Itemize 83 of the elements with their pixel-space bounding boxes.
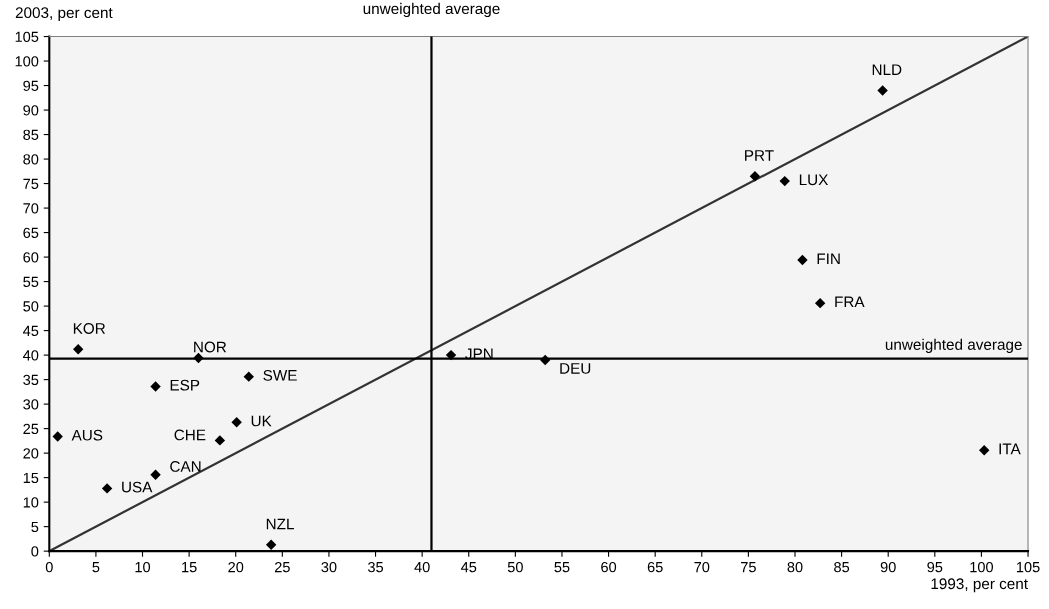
- x-tick-label: 45: [460, 562, 477, 573]
- y-tick-label: 100: [15, 56, 39, 67]
- annotation: CHE: [174, 429, 206, 441]
- y-tick-label: 85: [23, 129, 39, 140]
- annotation: ESP: [170, 379, 200, 391]
- point: [52, 431, 63, 442]
- x-tick-label: 25: [274, 561, 290, 573]
- point: [814, 297, 826, 309]
- point: [445, 349, 457, 361]
- x-tick-label: 5: [92, 562, 100, 573]
- annotation: SWE: [263, 369, 297, 381]
- annotation: AUS: [71, 429, 103, 441]
- y-tick-label: 20: [23, 448, 39, 459]
- annotation: ITA: [999, 443, 1021, 455]
- annotation: CAN: [170, 461, 201, 472]
- x-tick-label: 55: [554, 562, 570, 573]
- annotation: KOR: [73, 323, 106, 334]
- x-tick-label: 50: [507, 561, 523, 573]
- x-tick-label: 30: [321, 561, 337, 573]
- x-tick-label: 80: [787, 561, 803, 573]
- point: [779, 175, 790, 187]
- point: [877, 85, 888, 96]
- x-tick-label: 20: [228, 561, 244, 573]
- x-axis-title: 1993, per cent: [931, 578, 1028, 593]
- x-tick-label: 95: [927, 561, 943, 573]
- x-tick-label: 60: [601, 561, 617, 573]
- x-tick-label: 85: [834, 561, 850, 573]
- point: [749, 171, 761, 182]
- annotation: USA: [122, 481, 153, 493]
- y-tick-label: 30: [23, 399, 39, 410]
- annotation: UK: [251, 415, 272, 427]
- point: [214, 435, 226, 446]
- y-tick-label: 80: [23, 154, 39, 165]
- point: [193, 352, 204, 364]
- y-tick-label: 55: [23, 276, 39, 288]
- point: [243, 371, 254, 382]
- point: [539, 354, 551, 366]
- y-axis-title: 2003, per cent: [15, 7, 113, 22]
- x-tick-label: 70: [694, 561, 710, 573]
- x-tick-label: 75: [741, 562, 756, 573]
- x-tick-label: 10: [135, 561, 151, 573]
- y-tick-label: 35: [23, 374, 39, 386]
- point: [101, 483, 113, 494]
- y-tick-label: 65: [23, 227, 39, 239]
- y-tick-label: 25: [23, 423, 39, 435]
- x-tick-label: 65: [647, 561, 663, 573]
- annotation: NZL: [266, 518, 294, 530]
- y-tick-label: 10: [23, 497, 39, 508]
- point: [231, 417, 242, 428]
- x-tick-label: 40: [414, 561, 430, 573]
- y-tick-label: 5: [31, 521, 39, 533]
- ref-line-label: unweighted average: [885, 338, 1022, 353]
- point: [979, 444, 990, 456]
- annotation: LUX: [799, 174, 829, 186]
- y-tick-label: 60: [23, 252, 39, 263]
- point: [797, 254, 808, 266]
- y-tick-label: 0: [31, 546, 39, 557]
- x-tick-label: 100: [970, 561, 994, 573]
- point: [150, 381, 161, 392]
- y-tick-label: 90: [23, 105, 39, 116]
- point: [73, 344, 84, 355]
- y-tick-label: 50: [23, 301, 39, 312]
- point: [265, 539, 277, 550]
- y-tick-label: 95: [23, 80, 39, 91]
- ref-line-label: unweighted average: [363, 2, 500, 18]
- y-tick-label: 75: [23, 178, 39, 189]
- x-tick-label: 15: [182, 562, 197, 573]
- annotation: DEU: [560, 363, 591, 374]
- y-tick-label: 105: [15, 31, 39, 42]
- y-tick-label: 15: [23, 472, 39, 484]
- x-tick-label: 105: [1016, 561, 1040, 573]
- point: [150, 469, 161, 480]
- y-tick-label: 40: [23, 350, 39, 361]
- y-tick-label: 70: [23, 203, 39, 214]
- annotation: FRA: [835, 296, 865, 308]
- x-tick-label: 35: [367, 561, 384, 573]
- annotation: NOR: [194, 341, 227, 353]
- y-tick-label: 45: [23, 325, 39, 337]
- annotation: PRT: [745, 150, 774, 161]
- annotation: NLD: [872, 64, 902, 75]
- annotation: FIN: [817, 253, 840, 264]
- x-tick-label: 0: [45, 561, 53, 573]
- x-tick-label: 90: [880, 561, 896, 573]
